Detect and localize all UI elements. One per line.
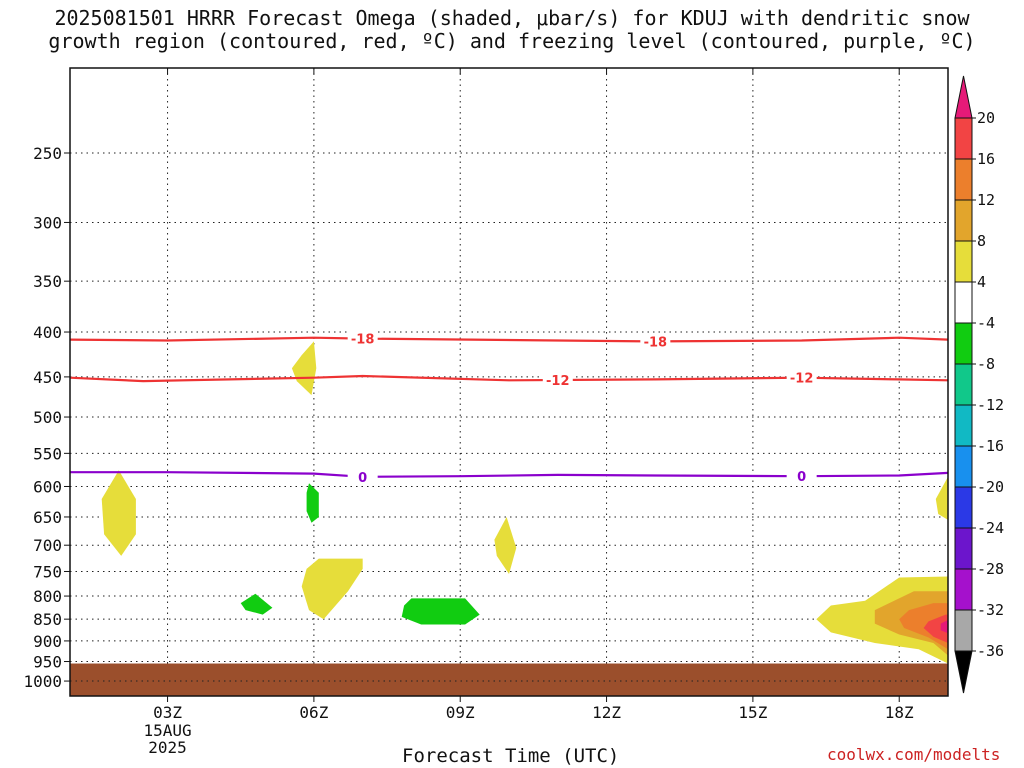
y-tick-label: 900 bbox=[33, 632, 62, 651]
omega-region bbox=[101, 470, 136, 556]
colorbar-bottom-arrow bbox=[954, 650, 973, 694]
colorbar-label: -4 bbox=[977, 314, 995, 332]
colorbar-swatch bbox=[954, 199, 973, 242]
y-tick-label: 450 bbox=[33, 368, 62, 387]
credit-link[interactable]: coolwx.com/modelts bbox=[827, 745, 1001, 764]
surface-fill bbox=[70, 663, 948, 696]
y-tick-label: 550 bbox=[33, 444, 62, 463]
contour-label-bg bbox=[347, 330, 378, 347]
colorbar: 20 16 12 8 4 -4 -8 -12 -16 -20 -24 -28 -32 -36 bbox=[954, 75, 1004, 694]
chart-title-line-1: 2025081501 HRRR Forecast Omega (shaded, … bbox=[54, 6, 970, 30]
colorbar-label: 20 bbox=[977, 109, 995, 127]
colorbar-swatch bbox=[954, 322, 973, 365]
x-tick-label: 09Z bbox=[446, 703, 475, 722]
colorbar-label: 12 bbox=[977, 191, 995, 209]
contour-label: 0 bbox=[358, 471, 367, 486]
y-tick-label: 500 bbox=[33, 408, 62, 427]
omega-layer bbox=[101, 341, 948, 664]
contour-label-bg bbox=[347, 468, 378, 485]
omega-region bbox=[940, 620, 948, 634]
colorbar-label: -36 bbox=[977, 642, 1004, 660]
contour-label: -18 bbox=[644, 335, 668, 350]
colorbar-label: -8 bbox=[977, 355, 995, 373]
contour-label-bg bbox=[786, 468, 817, 485]
x-tick-label: 06Z bbox=[299, 703, 328, 722]
omega-region bbox=[899, 603, 948, 650]
colorbar-label: 4 bbox=[977, 273, 986, 291]
colorbar-swatch bbox=[954, 117, 973, 160]
colorbar-swatch bbox=[954, 363, 973, 406]
colorbar-label: -12 bbox=[977, 396, 1004, 414]
colorbar-swatch bbox=[954, 445, 973, 488]
contour-label-bg bbox=[640, 333, 671, 350]
x-tick-label: 15Z bbox=[738, 703, 767, 722]
omega-region bbox=[401, 598, 480, 625]
contour-label: 0 bbox=[797, 470, 806, 485]
x-date-label: 2025 bbox=[148, 738, 187, 757]
contour-label: -12 bbox=[546, 374, 570, 389]
x-tick-label: 18Z bbox=[885, 703, 914, 722]
surface-layer bbox=[70, 663, 948, 696]
colorbar-label: -20 bbox=[977, 478, 1004, 496]
y-tick-label: 750 bbox=[33, 562, 62, 581]
contour-line bbox=[70, 336, 948, 343]
y-tick-label: 950 bbox=[33, 653, 62, 672]
colorbar-swatch bbox=[954, 404, 973, 447]
colorbar-label: -24 bbox=[977, 519, 1004, 537]
omega-region bbox=[240, 593, 273, 615]
contour-label: -18 bbox=[351, 333, 375, 348]
colorbar-label: 16 bbox=[977, 150, 995, 168]
x-axis-title: Forecast Time (UTC) bbox=[402, 745, 620, 767]
y-axis: 250 300 350 400 450 500 550 600 650 700 750 800 850 9… bbox=[23, 144, 70, 691]
y-tick-label: 300 bbox=[33, 213, 62, 232]
omega-region bbox=[291, 341, 317, 396]
omega-region bbox=[935, 476, 948, 520]
omega-region bbox=[306, 483, 319, 523]
colorbar-swatch bbox=[954, 240, 973, 283]
y-tick-label: 600 bbox=[33, 477, 62, 496]
contour-label-bg bbox=[542, 371, 573, 388]
colorbar-swatch bbox=[954, 527, 973, 570]
colorbar-top-arrow bbox=[954, 75, 973, 119]
y-tick-label: 1000 bbox=[23, 672, 62, 691]
colorbar-label: 8 bbox=[977, 232, 986, 250]
colorbar-swatch bbox=[954, 158, 973, 201]
y-tick-label: 250 bbox=[33, 144, 62, 163]
y-tick-label: 850 bbox=[33, 610, 62, 629]
y-tick-label: 650 bbox=[33, 508, 62, 527]
y-tick-label: 350 bbox=[33, 272, 62, 291]
colorbar-swatch bbox=[954, 486, 973, 529]
contour-label-bg bbox=[786, 369, 817, 386]
colorbar-label: -16 bbox=[977, 437, 1004, 455]
contour-line bbox=[70, 471, 948, 478]
omega-region bbox=[923, 614, 948, 643]
colorbar-label: -28 bbox=[977, 560, 1004, 578]
colorbar-label: -32 bbox=[977, 601, 1004, 619]
plot-frame bbox=[69, 67, 949, 697]
chart-title-line-2: growth region (contoured, red, ºC) and f… bbox=[48, 29, 976, 53]
contour-line bbox=[70, 374, 948, 383]
omega-region bbox=[494, 517, 517, 574]
colorbar-swatch bbox=[954, 281, 973, 324]
contour-label: -12 bbox=[790, 372, 814, 387]
colorbar-swatch bbox=[954, 568, 973, 611]
omega-region bbox=[301, 558, 363, 620]
x-date-label: 15AUG bbox=[143, 721, 191, 740]
contour-layer: -18 -18 -12 -12 0 0 bbox=[70, 330, 948, 486]
y-tick-label: 700 bbox=[33, 536, 62, 555]
x-tick-label: 12Z bbox=[592, 703, 621, 722]
y-tick-label: 400 bbox=[33, 323, 62, 342]
colorbar-swatch bbox=[954, 609, 973, 652]
y-tick-label: 800 bbox=[33, 587, 62, 606]
x-tick-label: 03Z bbox=[153, 703, 182, 722]
